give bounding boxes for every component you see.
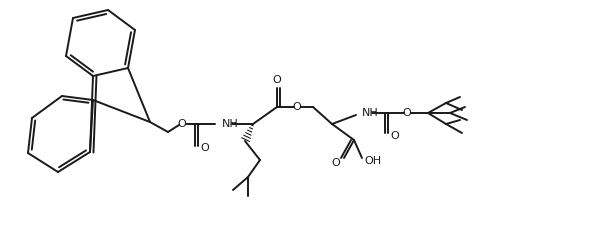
Text: NH: NH [362, 108, 379, 118]
Text: O: O [331, 158, 340, 168]
Text: O: O [272, 75, 282, 85]
Text: O: O [402, 108, 412, 118]
Text: O: O [390, 131, 399, 141]
Text: O: O [292, 102, 302, 112]
Text: O: O [201, 143, 209, 153]
Text: OH: OH [364, 156, 382, 166]
Text: O: O [178, 119, 187, 129]
Text: NH: NH [222, 119, 239, 129]
